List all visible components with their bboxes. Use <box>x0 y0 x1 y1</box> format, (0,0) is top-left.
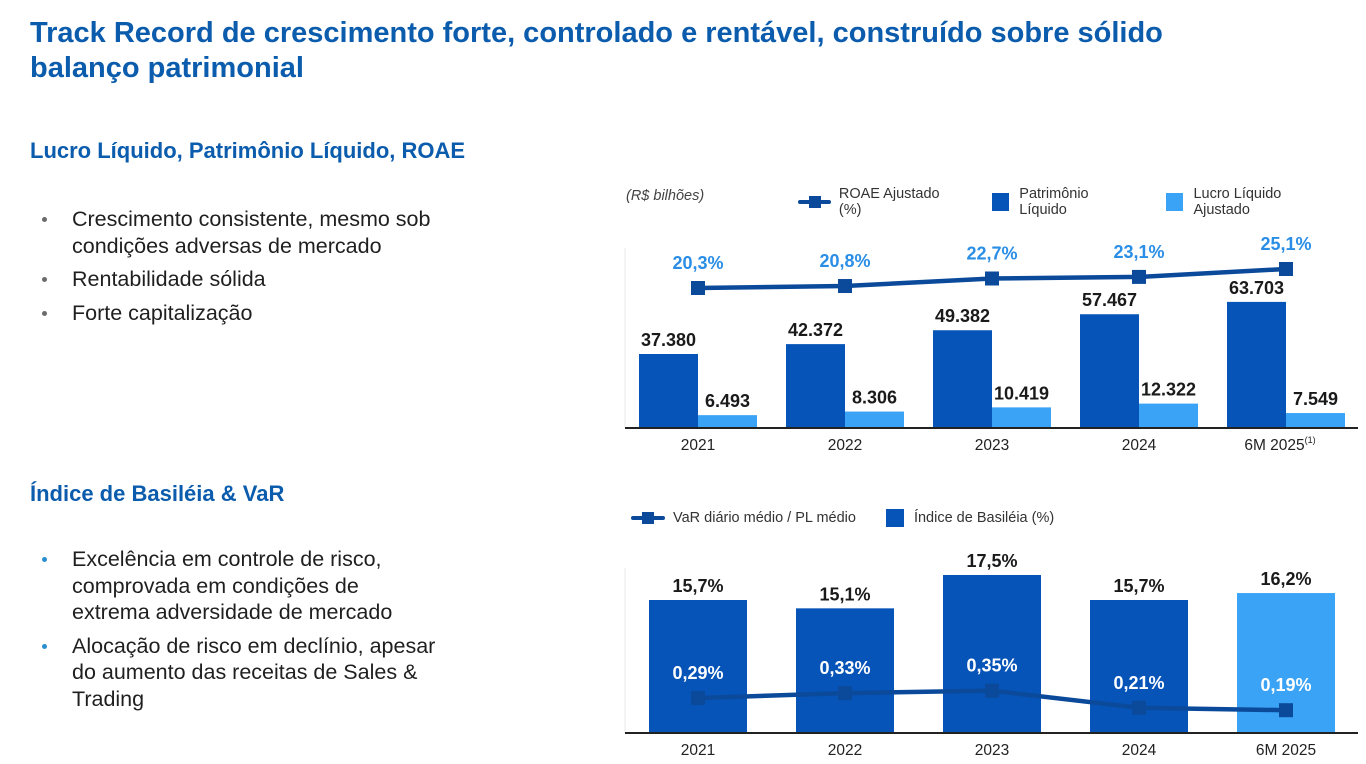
bar-patrimonio-liquido <box>786 344 845 428</box>
bullet-dot-icon <box>42 217 47 222</box>
bullet-dot-icon <box>42 277 47 282</box>
data-label-var: 0,19% <box>1260 675 1311 695</box>
basel-bullet-list: Excelência em controle de risco, comprov… <box>42 546 442 719</box>
bullet-dot-icon <box>42 310 47 316</box>
bullet-dot-icon <box>42 643 47 649</box>
data-label-roae: 23,1% <box>1113 242 1164 262</box>
x-tick-label: 2022 <box>828 437 862 454</box>
x-tick-label: 2021 <box>681 437 715 454</box>
page-title: Track Record de crescimento forte, contr… <box>30 17 1163 84</box>
data-label-var: 0,35% <box>966 656 1017 676</box>
bar-patrimonio-liquido <box>1080 314 1139 428</box>
data-label-var: 0,33% <box>819 658 870 678</box>
footnote-marker: (1) <box>1305 435 1316 445</box>
data-label-patrimonio: 37.380 <box>641 330 696 350</box>
data-label-lucro: 10.419 <box>994 383 1049 403</box>
roae-point-marker <box>1279 261 1293 276</box>
data-label-lucro: 12.322 <box>1141 380 1196 400</box>
bullet-item: Alocação de risco em declínio, apesar do… <box>42 633 442 713</box>
bar-lucro-liquido <box>1139 403 1198 428</box>
bar-patrimonio-liquido <box>639 354 698 428</box>
data-label-roae: 22,7% <box>966 243 1017 263</box>
data-label-basileia: 16,2% <box>1260 569 1311 589</box>
dark-blue-swatch-icon <box>991 193 1010 211</box>
line-marker-icon <box>798 196 831 208</box>
data-label-patrimonio: 49.382 <box>935 306 990 326</box>
x-tick-label: 2022 <box>828 742 862 759</box>
data-label-basileia: 15,7% <box>672 576 723 596</box>
x-tick-label: 2021 <box>681 742 715 759</box>
data-label-lucro: 6.493 <box>705 391 750 411</box>
light-blue-swatch-icon <box>1166 193 1184 211</box>
data-label-patrimonio: 57.467 <box>1082 290 1137 310</box>
bullet-dot-icon <box>42 557 47 562</box>
data-label-patrimonio: 63.703 <box>1229 278 1284 298</box>
bullet-item: Forte capitalização <box>42 300 442 327</box>
var-point-marker <box>985 683 999 698</box>
data-label-patrimonio: 42.372 <box>788 320 843 340</box>
legend-item-basel: Índice de Basiléia (%) <box>885 509 1054 527</box>
data-label-roae: 25,1% <box>1260 234 1311 254</box>
var-point-marker <box>1132 700 1146 715</box>
data-label-basileia: 15,7% <box>1113 576 1164 596</box>
legend-item-var: VaR diário médio / PL médio <box>631 510 856 526</box>
bar-patrimonio-liquido <box>933 330 992 428</box>
dark-blue-swatch-icon <box>885 509 904 527</box>
var-point-marker <box>1279 703 1293 718</box>
x-tick-label: 6M 2025(1) <box>1244 435 1315 454</box>
data-label-lucro: 7.549 <box>1293 389 1338 409</box>
chart1-legend: ROAE Ajustado (%) Patrimônio Líquido Luc… <box>798 186 1366 218</box>
data-label-basileia: 15,1% <box>819 584 870 604</box>
legend-item-roae: ROAE Ajustado (%) <box>798 186 962 218</box>
data-label-roae: 20,3% <box>672 253 723 273</box>
x-tick-label: 6M 2025 <box>1256 742 1316 759</box>
data-label-basileia: 17,5% <box>966 551 1017 571</box>
data-label-var: 0,29% <box>672 663 723 683</box>
data-label-var: 0,21% <box>1113 673 1164 693</box>
bar-lucro-liquido <box>1286 413 1345 428</box>
section-heading-profit: Lucro Líquido, Patrimônio Líquido, ROAE <box>30 138 466 163</box>
bar-lucro-liquido <box>698 415 757 428</box>
roae-point-marker <box>838 279 852 294</box>
x-tick-label: 2024 <box>1122 437 1157 454</box>
bar-indice-basileia <box>649 600 747 733</box>
var-point-marker <box>691 691 705 705</box>
legend-item-lucro: Lucro Líquido Ajustado <box>1166 186 1336 218</box>
roae-point-marker <box>1132 269 1146 284</box>
x-tick-label: 2024 <box>1122 742 1157 759</box>
bullet-item: Excelência em controle de risco, comprov… <box>42 546 442 626</box>
data-label-lucro: 8.306 <box>852 388 897 408</box>
unit-note: (R$ bilhões) <box>626 188 705 204</box>
chart2-legend: VaR diário médio / PL médio Índice de Ba… <box>631 509 1084 527</box>
data-label-roae: 20,8% <box>819 251 870 271</box>
bullet-item: Crescimento consistente, mesmo sob condi… <box>42 206 442 259</box>
x-tick-label: 2023 <box>975 742 1009 759</box>
bar-indice-basileia <box>796 608 894 733</box>
legend-item-patrimonio: Patrimônio Líquido <box>991 186 1136 218</box>
var-point-marker <box>838 686 852 701</box>
bar-lucro-liquido <box>845 411 904 428</box>
section-heading-basel: Índice de Basiléia & VaR <box>30 481 285 506</box>
profit-bullet-list: Crescimento consistente, mesmo sob condi… <box>42 206 442 333</box>
bar-lucro-liquido <box>992 407 1051 428</box>
bar-patrimonio-liquido <box>1227 301 1286 428</box>
bar-indice-basileia <box>943 574 1041 733</box>
x-tick-label: 2023 <box>975 437 1009 454</box>
roae-point-marker <box>691 281 705 295</box>
bullet-item: Rentabilidade sólida <box>42 266 442 293</box>
line-marker-icon <box>631 512 665 524</box>
roae-point-marker <box>985 271 999 286</box>
